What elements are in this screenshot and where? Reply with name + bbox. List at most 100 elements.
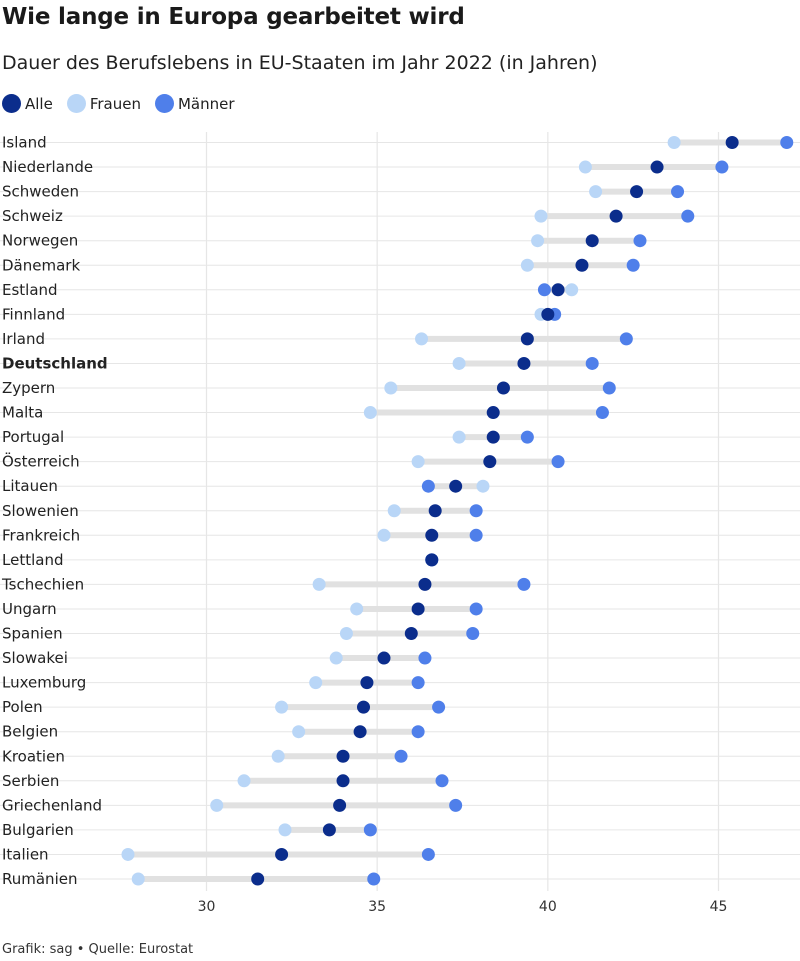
point-frauen (534, 209, 548, 223)
point-frauen (589, 185, 603, 199)
country-label: Deutschland (2, 354, 108, 372)
country-label: Griechenland (2, 796, 102, 814)
chart-title: Wie lange in Europa gearbeitet wird (2, 4, 465, 30)
point-frauen (292, 725, 306, 739)
country-label: Slowenien (2, 502, 79, 520)
point-alle (449, 479, 463, 493)
legend-label-frauen: Frauen (89, 94, 141, 113)
point-alle (650, 160, 664, 174)
point-frauen (667, 136, 681, 149)
point-alle (336, 774, 350, 788)
point-frauen (275, 700, 289, 714)
legend-marker-maenner (154, 94, 174, 113)
point-alle (585, 234, 599, 248)
country-label: Finnland (2, 305, 65, 323)
country-label: Frankreich (2, 526, 80, 544)
legend-marker-frauen (66, 94, 86, 113)
point-alle (551, 283, 565, 297)
point-frauen (452, 356, 466, 370)
point-maenner (469, 528, 483, 542)
country-label: Litauen (2, 477, 58, 495)
point-maenner (537, 283, 551, 297)
x-tick-label: 45 (710, 899, 728, 915)
point-maenner (435, 774, 449, 788)
point-maenner (466, 627, 480, 640)
country-label: Kroatien (2, 747, 65, 765)
point-maenner (418, 651, 432, 665)
point-alle (425, 528, 439, 542)
point-alle (428, 504, 442, 518)
point-alle (541, 307, 555, 321)
country-label: Tschechien (1, 575, 84, 593)
point-frauen (387, 504, 401, 518)
point-alle (411, 602, 425, 616)
point-frauen (520, 258, 534, 272)
point-frauen (278, 823, 292, 837)
point-maenner (626, 258, 640, 272)
point-frauen (476, 479, 490, 493)
x-axis-tick-labels: 30 35 40 45 (198, 899, 728, 915)
country-label: Spanien (2, 625, 63, 643)
point-frauen (452, 430, 466, 444)
country-label: Dänemark (2, 256, 80, 274)
country-label: Niederlande (2, 158, 93, 176)
point-maenner (619, 332, 633, 346)
point-alle (377, 651, 391, 665)
legend-item-alle: Alle (2, 94, 53, 113)
point-alle (251, 872, 265, 886)
point-alle (322, 823, 336, 837)
point-maenner (517, 577, 531, 591)
country-label: Island (2, 134, 47, 152)
point-frauen (339, 627, 353, 640)
point-frauen (329, 651, 343, 665)
point-frauen (350, 602, 364, 616)
country-label: Rumänien (2, 870, 77, 888)
point-alle (333, 798, 347, 812)
point-maenner (602, 381, 616, 395)
country-label: Malta (2, 404, 43, 422)
point-maenner (469, 504, 483, 518)
point-frauen (363, 406, 377, 420)
point-maenner (585, 356, 599, 370)
country-label: Polen (2, 698, 43, 716)
point-alle (630, 185, 644, 199)
legend-label-alle: Alle (25, 94, 53, 113)
point-maenner (394, 749, 408, 763)
point-alle (404, 627, 418, 640)
x-tick-label: 40 (539, 899, 557, 915)
point-alle (360, 676, 374, 690)
country-label: Bulgarien (2, 821, 74, 839)
point-frauen (384, 381, 398, 395)
point-alle (486, 406, 500, 420)
country-label: Slowakei (2, 649, 68, 667)
point-maenner (780, 136, 794, 149)
x-tick-label: 35 (368, 899, 386, 915)
country-label: Zypern (2, 379, 55, 397)
country-label: Italien (2, 845, 49, 863)
country-label: Schweiz (2, 207, 63, 225)
point-maenner (469, 602, 483, 616)
point-alle (520, 332, 534, 346)
point-maenner (671, 185, 685, 199)
legend-marker-alle (2, 94, 21, 113)
point-alle (336, 749, 350, 763)
point-maenner (421, 479, 435, 493)
point-maenner (595, 406, 609, 420)
point-frauen (415, 332, 429, 346)
point-alle (496, 381, 510, 395)
point-maenner (411, 676, 425, 690)
country-label: Belgien (2, 723, 58, 741)
point-maenner (363, 823, 377, 837)
point-maenner (449, 798, 463, 812)
legend-label-maenner: Männer (177, 94, 235, 113)
country-labels: Island Niederlande Schweden Schweiz Norwegen… (1, 134, 108, 889)
country-label: Portugal (2, 428, 64, 446)
point-alle (517, 356, 531, 370)
point-frauen (411, 455, 425, 469)
country-label: Ungarn (2, 600, 57, 618)
point-alle (486, 430, 500, 444)
point-alle (418, 577, 432, 591)
point-frauen (237, 774, 251, 788)
point-maenner (715, 160, 729, 174)
